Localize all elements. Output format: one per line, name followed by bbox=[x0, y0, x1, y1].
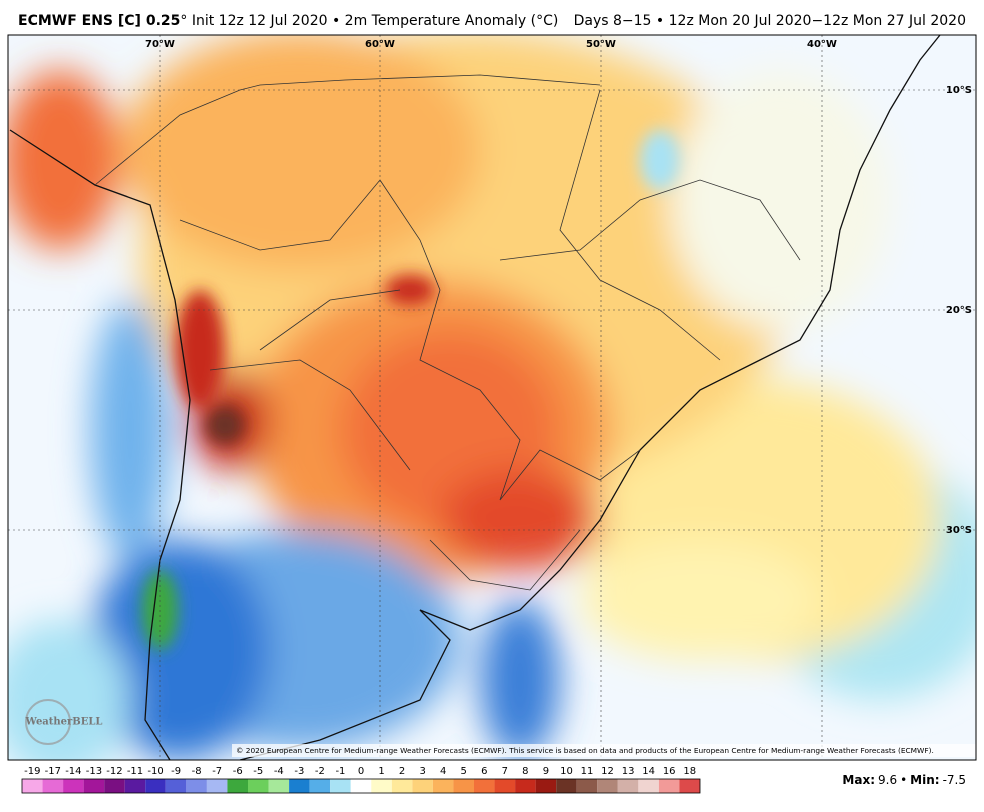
colorbar-segment bbox=[248, 779, 269, 793]
lat-label: 10°S bbox=[946, 85, 972, 96]
colorbar-label: 16 bbox=[663, 766, 676, 777]
colorbar-label: -4 bbox=[274, 766, 284, 777]
colorbar-segment bbox=[104, 779, 125, 793]
colorbar-label: -7 bbox=[212, 766, 222, 777]
colorbar-segment bbox=[330, 779, 351, 793]
logo: WeatherBELL bbox=[25, 717, 103, 728]
colorbar-label: 11 bbox=[581, 766, 594, 777]
colorbar-label: -2 bbox=[315, 766, 325, 777]
credit: © 2020 European Centre for Medium-range … bbox=[236, 746, 934, 755]
map: 70°W 60°W 50°W 40°W 10°S 20°S 30°S Weath… bbox=[8, 35, 976, 760]
colorbar-segment bbox=[638, 779, 659, 793]
max-value: 9.6 bbox=[878, 773, 897, 787]
colorbar-label: 6 bbox=[481, 766, 487, 777]
colorbar-label: -12 bbox=[106, 766, 122, 777]
colorbar-segment bbox=[206, 779, 228, 793]
colorbar-segment bbox=[617, 779, 639, 793]
colorbar-segment bbox=[391, 779, 413, 793]
colorbar-segment bbox=[22, 779, 43, 793]
colorbar-label: 8 bbox=[522, 766, 528, 777]
colorbar-label: 18 bbox=[683, 766, 696, 777]
colorbar-label: -14 bbox=[65, 766, 81, 777]
colorbar-segment bbox=[83, 779, 105, 793]
stats: Max: 9.6 • Min: -7.5 bbox=[842, 773, 966, 787]
colorbar-label: 0 bbox=[358, 766, 364, 777]
colorbar-label: 14 bbox=[642, 766, 655, 777]
colorbar-label: -1 bbox=[335, 766, 345, 777]
colorbar-label: -3 bbox=[294, 766, 304, 777]
colorbar-segment bbox=[432, 779, 454, 793]
colorbar-label: 10 bbox=[560, 766, 573, 777]
colorbar-segment bbox=[597, 779, 618, 793]
colorbar-segment bbox=[268, 779, 290, 793]
colorbar-segment bbox=[186, 779, 207, 793]
colorbar-segment bbox=[658, 779, 680, 793]
valid-time: Days 8−15 • 12z Mon 20 Jul 2020−12z Mon … bbox=[574, 13, 966, 29]
colorbar-label: -5 bbox=[253, 766, 263, 777]
colorbar-label: 4 bbox=[440, 766, 446, 777]
title: ECMWF ENS [C] 0.25° Init 12z 12 Jul 2020… bbox=[18, 13, 558, 29]
colorbar-label: 13 bbox=[622, 766, 635, 777]
colorbar-label: -9 bbox=[171, 766, 181, 777]
lon-label: 60°W bbox=[365, 39, 395, 50]
colorbar-segment bbox=[453, 779, 474, 793]
colorbar-segment bbox=[165, 779, 187, 793]
colorbar-segment bbox=[350, 779, 372, 793]
lon-label: 50°W bbox=[586, 39, 616, 50]
colorbar-segment bbox=[412, 779, 433, 793]
colorbar-segment bbox=[371, 779, 392, 793]
colorbar: -19 -17 -14 -13 -12 -11 -10 -9 -8 -7 -6 -5 -4 -3 -2 -1 0… bbox=[21, 766, 701, 794]
title-rest: ° Init 12z 12 Jul 2020 • 2m Temperature … bbox=[180, 13, 558, 29]
colorbar-label: -13 bbox=[86, 766, 102, 777]
colorbar-segment bbox=[474, 779, 495, 793]
lon-label: 70°W bbox=[145, 39, 175, 50]
colorbar-segment bbox=[227, 779, 248, 793]
colorbar-label: 12 bbox=[601, 766, 614, 777]
colorbar-label: 9 bbox=[543, 766, 549, 777]
colorbar-segment bbox=[289, 779, 310, 793]
colorbar-segment bbox=[63, 779, 84, 793]
colorbar-segment bbox=[515, 779, 536, 793]
colorbar-segment bbox=[494, 779, 516, 793]
colorbar-label: -19 bbox=[24, 766, 40, 777]
colorbar-segment bbox=[535, 779, 557, 793]
separator: • bbox=[900, 773, 907, 787]
min-label: Min: bbox=[910, 773, 939, 787]
colorbar-label: 3 bbox=[419, 766, 425, 777]
colorbar-segment bbox=[145, 779, 166, 793]
max-label: Max: bbox=[842, 773, 875, 787]
colorbar-label: 2 bbox=[399, 766, 405, 777]
lon-label: 40°W bbox=[807, 39, 837, 50]
colorbar-segment bbox=[309, 779, 331, 793]
colorbar-segment bbox=[42, 779, 64, 793]
colorbar-label: 5 bbox=[461, 766, 467, 777]
colorbar-segment bbox=[576, 779, 598, 793]
lat-label: 20°S bbox=[946, 305, 972, 316]
colorbar-segment bbox=[679, 779, 700, 793]
colorbar-label: -11 bbox=[127, 766, 143, 777]
lat-label: 30°S bbox=[946, 525, 972, 536]
min-value: -7.5 bbox=[943, 773, 966, 787]
colorbar-label: -6 bbox=[233, 766, 243, 777]
colorbar-border bbox=[21, 778, 701, 794]
colorbar-label: -17 bbox=[45, 766, 61, 777]
colorbar-label: -8 bbox=[192, 766, 202, 777]
colorbar-label: -10 bbox=[147, 766, 163, 777]
colorbar-segment bbox=[556, 779, 577, 793]
colorbar-label: 1 bbox=[378, 766, 384, 777]
title-bold: ECMWF ENS [C] 0.25 bbox=[18, 13, 180, 29]
colorbar-segment bbox=[124, 779, 146, 793]
colorbar-label: 7 bbox=[502, 766, 508, 777]
